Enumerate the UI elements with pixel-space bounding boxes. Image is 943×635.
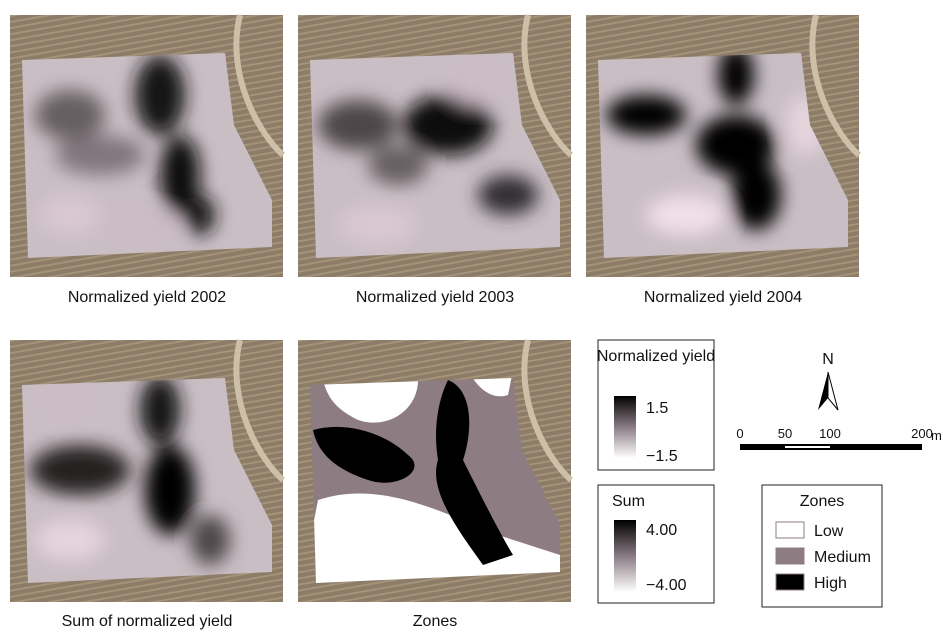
legend-min: −4.00: [646, 577, 687, 594]
yield-blob: [35, 90, 105, 140]
legend-swatch: [775, 573, 805, 591]
panel-caption: Zones: [413, 613, 457, 630]
yield-blob: [160, 135, 200, 215]
scale-label: 0: [736, 426, 743, 441]
yield-blob: [100, 210, 180, 240]
road: [521, 14, 574, 158]
yield-surface: [35, 55, 215, 240]
legend-title: Zones: [800, 493, 844, 510]
gradient-bar: [614, 396, 636, 458]
panel-caption: Normalized yield 2003: [356, 289, 514, 306]
yield-blob: [30, 445, 130, 495]
yield-blob: [40, 195, 100, 235]
yield-blob: [403, 95, 493, 155]
legend-max: 1.5: [646, 400, 668, 417]
yield-blob: [190, 515, 230, 565]
panel-caption: Normalized yield 2004: [644, 289, 802, 306]
yield-blob: [731, 160, 781, 230]
yield-blob: [448, 65, 508, 105]
legend-label: Low: [814, 523, 844, 540]
zone-high: [436, 380, 513, 565]
yield-surface: [30, 378, 230, 565]
yield-blob: [140, 378, 180, 445]
yield-blob: [40, 385, 100, 415]
yield-blob: [478, 175, 538, 215]
zone-high: [313, 426, 415, 483]
north-label: N: [822, 351, 834, 368]
field: [22, 53, 272, 258]
road: [233, 339, 286, 483]
map-panel: Normalized yield 2004: [586, 14, 862, 306]
yield-surface: [318, 65, 538, 245]
legend-min: −1.5: [646, 448, 678, 465]
north-arrow: [827, 371, 839, 411]
scale-bar: [740, 444, 922, 450]
yield-blob: [145, 445, 195, 535]
yield-blob: [718, 53, 754, 105]
yield-blob: [55, 135, 145, 175]
scale-label: 200: [911, 426, 933, 441]
panel-caption: Normalized yield 2002: [68, 289, 226, 306]
yield-blob: [185, 195, 215, 235]
legend-title: Sum: [612, 493, 645, 510]
map-panel: Zones: [298, 339, 574, 630]
yield-blob: [606, 95, 686, 135]
zone-low: [323, 380, 418, 423]
legend-title: Normalized yield: [597, 348, 715, 365]
road: [809, 14, 862, 158]
legend-swatch: [775, 547, 805, 565]
gradient-bar: [614, 520, 636, 592]
legend-label: Medium: [814, 549, 871, 566]
scale-label: 50: [778, 426, 792, 441]
scale-bar: [785, 446, 830, 448]
map-panel: Normalized yield 2002: [10, 14, 286, 306]
legend-label: High: [814, 575, 847, 592]
zone-low: [468, 378, 513, 397]
map-panel: Normalized yield 2003: [298, 14, 574, 306]
scale-label: 100: [819, 426, 841, 441]
scale-unit: m: [931, 428, 942, 443]
legend-max: 4.00: [646, 522, 677, 539]
yield-blob: [135, 55, 185, 135]
panel-caption: Sum of normalized yield: [62, 613, 233, 630]
road: [233, 14, 286, 158]
road: [521, 339, 574, 483]
yield-blob: [35, 520, 105, 560]
north-arrow: [818, 372, 828, 410]
zone-low: [310, 493, 560, 583]
yield-blob: [318, 100, 398, 150]
yield-blob: [646, 195, 726, 235]
yield-blob: [338, 205, 418, 245]
yield-blob: [368, 145, 428, 185]
legend-swatch: [775, 521, 805, 539]
map-panel: Sum of normalized yield: [10, 339, 286, 630]
